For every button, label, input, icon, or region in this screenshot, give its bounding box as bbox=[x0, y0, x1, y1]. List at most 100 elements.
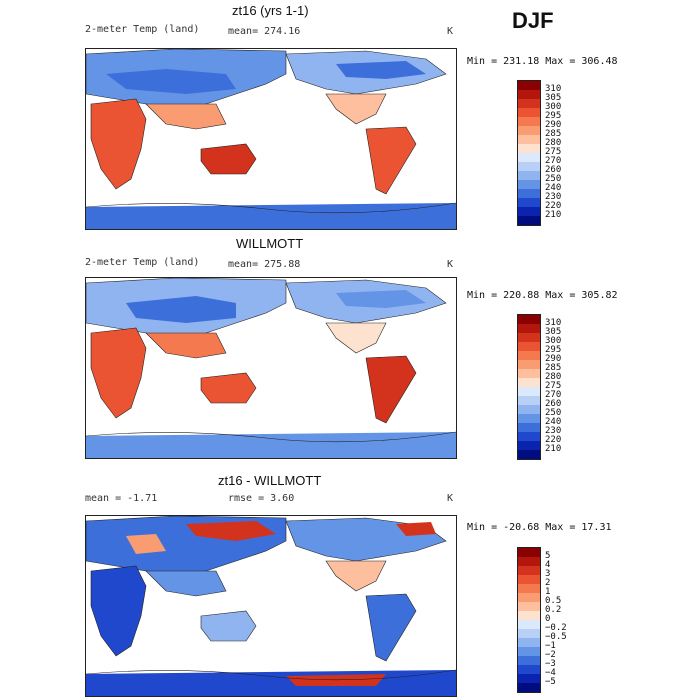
colorbar-tick-label: 275 bbox=[545, 381, 562, 391]
colorbar-tick-label: 230 bbox=[545, 426, 562, 436]
colorbar-tick-label: 290 bbox=[545, 120, 562, 130]
colorbar-tick-label: 280 bbox=[545, 138, 562, 148]
panel-2-title: WILLMOTT bbox=[236, 236, 304, 251]
colorbar-tick-label: 290 bbox=[545, 354, 562, 364]
colorbar-tick-label: 305 bbox=[545, 327, 562, 337]
panel-3-mean: mean = -1.71 bbox=[85, 493, 158, 504]
colorbar-tick-label: 3 bbox=[545, 569, 551, 579]
colorbar-swatch bbox=[518, 189, 540, 198]
colorbar-tick-label: 275 bbox=[545, 147, 562, 157]
colorbar-tick-label: 250 bbox=[545, 408, 562, 418]
colorbar-tick-label: 285 bbox=[545, 363, 562, 373]
colorbar-tick-label: 240 bbox=[545, 417, 562, 427]
panel-1-map bbox=[85, 48, 457, 230]
colorbar-tick-label: 230 bbox=[545, 192, 562, 202]
colorbar-swatch bbox=[518, 665, 540, 674]
colorbar-tick-label: 0.2 bbox=[545, 605, 562, 615]
colorbar-swatch bbox=[518, 171, 540, 180]
colorbar-swatch bbox=[518, 99, 540, 108]
panel-3-minmax: Min = -20.68 Max = 17.31 bbox=[467, 522, 612, 533]
colorbar-tick-label: 280 bbox=[545, 372, 562, 382]
colorbar-tick-label: 300 bbox=[545, 102, 562, 112]
panel-2-minmax: Min = 220.88 Max = 305.82 bbox=[467, 290, 618, 301]
colorbar-swatch bbox=[518, 90, 540, 99]
colorbar-swatch bbox=[518, 620, 540, 629]
colorbar-tick-label: 260 bbox=[545, 399, 562, 409]
colorbar-tick-label: 310 bbox=[545, 84, 562, 94]
colorbar-tick-label: 310 bbox=[545, 318, 562, 328]
panel-1-colorbar bbox=[517, 80, 541, 226]
panel-3-units: K bbox=[447, 493, 454, 504]
colorbar-swatch bbox=[518, 575, 540, 584]
panel-1-minmax: Min = 231.18 Max = 306.48 bbox=[467, 56, 618, 67]
panel-3-colorbar bbox=[517, 547, 541, 693]
panel-3-title: zt16 - WILLMOTT bbox=[218, 473, 322, 488]
colorbar-swatch bbox=[518, 629, 540, 638]
colorbar-swatch bbox=[518, 414, 540, 423]
season-label: DJF bbox=[512, 8, 554, 33]
colorbar-swatch bbox=[518, 638, 540, 647]
panel-1-title: zt16 (yrs 1-1) bbox=[232, 3, 309, 18]
colorbar-tick-label: 250 bbox=[545, 174, 562, 184]
panel-2-map bbox=[85, 277, 457, 459]
colorbar-tick-label: −4 bbox=[545, 668, 556, 678]
colorbar-swatch bbox=[518, 360, 540, 369]
colorbar-swatch bbox=[518, 405, 540, 414]
colorbar-tick-label: 2 bbox=[545, 578, 551, 588]
colorbar-tick-label: 270 bbox=[545, 156, 562, 166]
colorbar-swatch bbox=[518, 162, 540, 171]
colorbar-swatch bbox=[518, 198, 540, 207]
colorbar-swatch bbox=[518, 611, 540, 620]
panel-2-colorbar bbox=[517, 314, 541, 460]
colorbar-tick-label: 210 bbox=[545, 210, 562, 220]
colorbar-swatch bbox=[518, 387, 540, 396]
colorbar-swatch bbox=[518, 324, 540, 333]
colorbar-swatch bbox=[518, 674, 540, 683]
colorbar-swatch bbox=[518, 216, 540, 225]
colorbar-tick-label: 210 bbox=[545, 444, 562, 454]
colorbar-tick-label: 220 bbox=[545, 435, 562, 445]
colorbar-swatch bbox=[518, 566, 540, 575]
colorbar-swatch bbox=[518, 593, 540, 602]
colorbar-swatch bbox=[518, 602, 540, 611]
panel-2-units: K bbox=[447, 259, 454, 270]
world-map-panel-1 bbox=[86, 49, 456, 229]
panel-3-rmse: rmse = 3.60 bbox=[228, 493, 295, 504]
colorbar-tick-label: 5 bbox=[545, 551, 551, 561]
colorbar-swatch bbox=[518, 81, 540, 90]
colorbar-tick-label: 220 bbox=[545, 201, 562, 211]
colorbar-swatch bbox=[518, 396, 540, 405]
colorbar-swatch bbox=[518, 207, 540, 216]
colorbar-tick-label: 305 bbox=[545, 93, 562, 103]
panel-3-map bbox=[85, 515, 457, 697]
panel-1-mean: mean= 274.16 bbox=[228, 26, 301, 37]
panel-2-mean: mean= 275.88 bbox=[228, 259, 301, 270]
colorbar-swatch bbox=[518, 180, 540, 189]
colorbar-swatch bbox=[518, 342, 540, 351]
colorbar-swatch bbox=[518, 144, 540, 153]
colorbar-tick-label: 260 bbox=[545, 165, 562, 175]
colorbar-swatch bbox=[518, 683, 540, 692]
colorbar-swatch bbox=[518, 117, 540, 126]
colorbar-swatch bbox=[518, 378, 540, 387]
colorbar-swatch bbox=[518, 557, 540, 566]
colorbar-swatch bbox=[518, 647, 540, 656]
colorbar-tick-label: −0.5 bbox=[545, 632, 567, 642]
colorbar-swatch bbox=[518, 315, 540, 324]
colorbar-tick-label: 295 bbox=[545, 111, 562, 121]
panel-2-variable: 2-meter Temp (land) bbox=[85, 257, 200, 268]
colorbar-tick-label: −1 bbox=[545, 641, 556, 651]
colorbar-tick-label: −2 bbox=[545, 650, 556, 660]
colorbar-swatch bbox=[518, 432, 540, 441]
colorbar-tick-label: 0 bbox=[545, 614, 551, 624]
colorbar-swatch bbox=[518, 108, 540, 117]
colorbar-swatch bbox=[518, 333, 540, 342]
colorbar-swatch bbox=[518, 441, 540, 450]
colorbar-swatch bbox=[518, 584, 540, 593]
panel-1-units: K bbox=[447, 26, 454, 37]
colorbar-tick-label: −3 bbox=[545, 659, 556, 669]
colorbar-swatch bbox=[518, 369, 540, 378]
colorbar-tick-label: 270 bbox=[545, 390, 562, 400]
colorbar-swatch bbox=[518, 656, 540, 665]
world-map-panel-2 bbox=[86, 278, 456, 458]
